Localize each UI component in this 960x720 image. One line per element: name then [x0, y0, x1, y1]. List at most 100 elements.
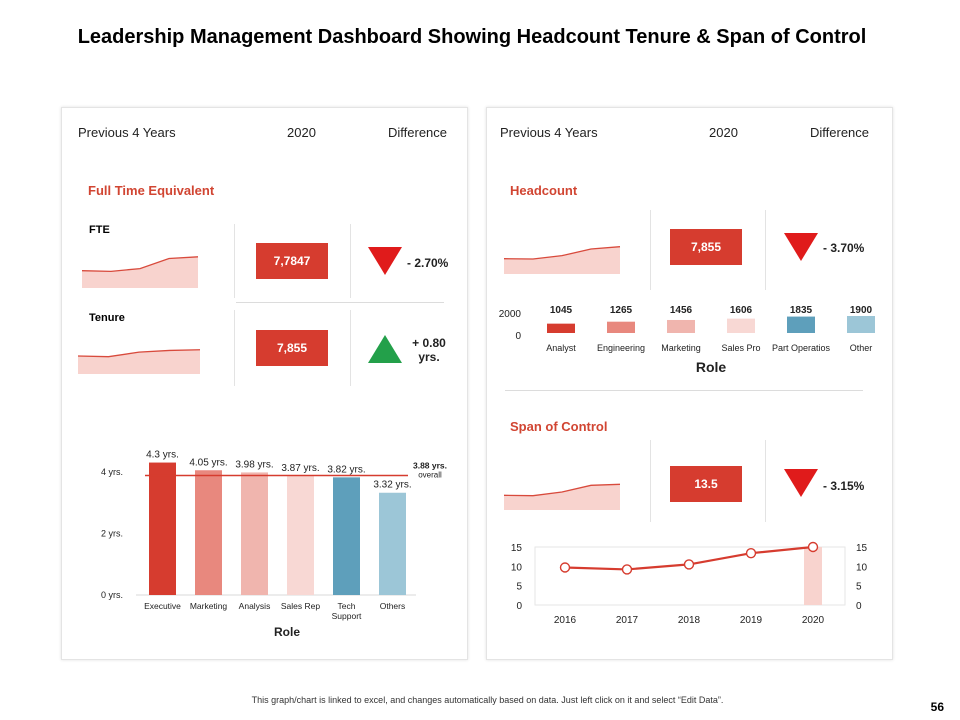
headcount-value-box: 7,855	[670, 229, 742, 265]
bar	[727, 318, 755, 333]
data-point	[683, 559, 695, 570]
data-point	[745, 547, 757, 559]
separator	[350, 310, 351, 386]
highlight-bar	[804, 547, 822, 605]
data-label: 1265	[610, 305, 633, 316]
y-tick-label: 10	[511, 562, 523, 573]
data-label: 4.3 yrs.	[146, 450, 179, 461]
bar	[241, 472, 268, 595]
span-of-control-chart: 0 0 5 5 10 10 15 15 2016 2017 2018 2019 2020	[511, 541, 868, 626]
x-tick-label: 2018	[678, 615, 701, 626]
sparkline-area	[504, 484, 620, 510]
bar	[379, 492, 406, 595]
left-header-difference: Difference	[388, 125, 448, 140]
bar	[547, 323, 575, 333]
page-title: Leadership Management Dashboard Showing …	[77, 26, 867, 48]
separator	[765, 210, 766, 290]
plot-area	[534, 546, 846, 606]
x-tick-label: 2019	[740, 615, 763, 626]
x-axis-title: Role	[274, 625, 300, 639]
sparkline-area	[504, 246, 620, 274]
divider	[236, 302, 444, 303]
span-section-title: Span of Control	[510, 419, 608, 434]
headcount-difference: - 3.70%	[823, 241, 865, 255]
fte-section-title: Full Time Equivalent	[88, 183, 215, 198]
bar	[787, 316, 815, 333]
data-label: 3.98 yrs.	[235, 459, 273, 470]
divider	[505, 390, 863, 391]
headcount-sparkline	[503, 246, 621, 274]
x-tick-label: 2020	[802, 615, 825, 626]
data-label: 3.87 yrs.	[281, 463, 319, 474]
down-arrow-icon	[784, 233, 818, 261]
bar	[149, 462, 176, 595]
data-label: 1900	[850, 305, 873, 316]
data-label: 4.05 yrs.	[189, 457, 227, 468]
right-header-previous: Previous 4 Years	[500, 125, 598, 140]
sparkline-line	[77, 349, 201, 358]
bar	[607, 321, 635, 333]
x-tick-label: Executive	[144, 601, 181, 611]
x-tick-label: Other	[850, 343, 873, 353]
y-tick-label: 5	[516, 582, 522, 593]
x-tick-label: 2016	[554, 615, 577, 626]
x-tick-label: Tech	[338, 601, 356, 611]
x-tick-label: Sales Rep	[281, 601, 320, 611]
headcount-section-title: Headcount	[510, 183, 578, 198]
y-tick-label: 0 yrs.	[101, 590, 123, 600]
x-tick-label: Engineering	[597, 343, 645, 353]
sparkline-line	[81, 256, 199, 273]
fte-value-box: 7,7847	[256, 243, 328, 279]
left-header-year: 2020	[287, 125, 316, 140]
up-arrow-icon	[368, 335, 402, 363]
right-header-difference: Difference	[810, 125, 870, 140]
data-label: 1045	[550, 305, 573, 316]
fte-sparkline	[81, 256, 199, 288]
y-tick-label: 0	[516, 601, 522, 612]
y-tick-label-right: 5	[856, 582, 862, 593]
bar	[667, 319, 695, 333]
y-tick-label-right: 0	[856, 601, 862, 612]
down-arrow-icon	[784, 469, 818, 497]
x-axis-title: Role	[696, 359, 727, 375]
sparkline-line	[503, 246, 621, 260]
tenure-by-role-chart: 0 yrs. 2 yrs. 4 yrs. 4.3 yrs. Executive 4.05 …	[101, 450, 447, 639]
tenure-difference: + 0.80 yrs.	[412, 336, 446, 364]
data-label: 3.32 yrs.	[373, 480, 411, 491]
data-point	[559, 562, 571, 573]
x-tick-label: Sales Pro	[721, 343, 760, 353]
separator	[234, 310, 235, 386]
x-tick-label: Support	[332, 611, 362, 621]
data-label: 1835	[790, 305, 813, 316]
bar	[847, 316, 875, 333]
x-tick-label: Others	[380, 601, 406, 611]
separator	[234, 224, 235, 298]
sparkline-line	[503, 483, 621, 497]
right-header-year: 2020	[709, 125, 738, 140]
data-point	[807, 541, 819, 553]
y-tick-label: 2 yrs.	[101, 528, 123, 538]
x-tick-label: Analysis	[239, 601, 271, 611]
separator	[650, 210, 651, 290]
footer-note: This graph/chart is linked to excel, and…	[251, 695, 724, 705]
overall-sublabel: overall	[418, 470, 442, 479]
x-tick-label: 2017	[616, 615, 639, 626]
fte-label: FTE	[89, 224, 110, 236]
y-tick-label: 2000	[499, 309, 522, 320]
separator	[650, 440, 651, 522]
span-difference: - 3.15%	[823, 479, 865, 493]
overall-label: 3.88 yrs.	[413, 460, 447, 470]
headcount-by-role-chart: 2000 0 1045 Analyst 1265 Engineering 1456 Marke…	[499, 305, 875, 375]
x-tick-label: Analyst	[546, 343, 576, 353]
span-value-box: 13.5	[670, 466, 742, 502]
data-label: 1456	[670, 305, 693, 316]
tenure-label: Tenure	[89, 312, 125, 324]
x-tick-label: Part Operatios	[772, 343, 831, 353]
y-tick-label-right: 15	[856, 543, 868, 554]
bar	[195, 470, 222, 595]
data-point	[621, 564, 633, 575]
span-sparkline	[503, 483, 621, 510]
tenure-sparkline	[77, 349, 201, 374]
x-tick-label: Marketing	[190, 601, 228, 611]
bar	[333, 477, 360, 595]
